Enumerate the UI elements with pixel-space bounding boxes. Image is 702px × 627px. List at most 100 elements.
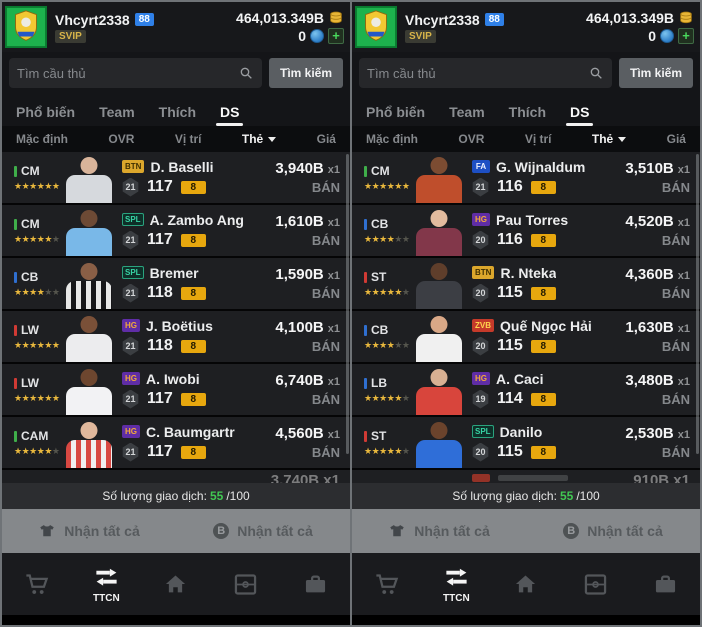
nav-shop[interactable] (359, 571, 415, 598)
filter-ovr[interactable]: OVR (458, 132, 485, 146)
position-color-bar (364, 377, 367, 389)
price-value: 3,510B (625, 160, 674, 177)
card-type-badge: HG (472, 372, 490, 385)
add-currency-button[interactable]: + (678, 28, 694, 44)
filter-position[interactable]: Vị trí (524, 132, 552, 146)
scrollbar-thumb[interactable] (346, 154, 349, 454)
player-info: HG Pau Torres 20 116 8 (466, 205, 604, 256)
player-name: A. Zambo Ang (149, 211, 244, 228)
receive-all-bp-button[interactable]: B Nhận tất cả (526, 509, 700, 553)
player-info: FA G. Wijnaldum 21 116 8 (466, 152, 604, 203)
search-box[interactable] (9, 58, 262, 88)
sale-status-label: BÁN (661, 233, 690, 248)
nav-home[interactable] (148, 571, 204, 598)
receive-buttons-bar: Nhận tất cả B Nhận tất cả (2, 509, 350, 553)
sale-status-label: BÁN (661, 180, 690, 195)
player-row[interactable]: CB ★★★★★★ ZVB Quế Ngọc Hải 20 115 8 1,63… (352, 311, 700, 362)
player-row[interactable]: ST ★★★★★★ SPL Danilo 20 115 8 2,530B x1 (352, 417, 700, 468)
player-photo-head (430, 422, 448, 439)
salary-badge: 8 (180, 445, 206, 459)
tab-team[interactable]: Team (449, 104, 485, 120)
player-row[interactable]: CM ★★★★★★ BTN D. Baselli 21 117 8 3,940B… (2, 152, 350, 203)
star-rating: ★★★★★★ (14, 446, 60, 456)
quantity-label: x1 (677, 270, 690, 282)
card-type-badge: BTN (122, 160, 145, 173)
nav-home[interactable] (498, 571, 554, 598)
player-row-partial[interactable]: 910B x1 (352, 470, 700, 483)
player-row[interactable]: CM ★★★★★★ FA G. Wijnaldum 21 116 8 3,510… (352, 152, 700, 203)
nav-squad[interactable] (218, 571, 274, 598)
category-tabs: Phổ biến Team Thích DS (352, 94, 700, 126)
salary-badge: 8 (530, 180, 556, 194)
bottom-nav: TTCN (352, 553, 700, 615)
player-row[interactable]: CAM ★★★★★★ HG C. Baumgartr 21 117 8 4,56… (2, 417, 350, 468)
nav-shop[interactable] (9, 571, 65, 598)
sale-status-label: BÁN (311, 392, 340, 407)
player-row[interactable]: CB ★★★★★★ SPL Bremer 21 118 8 1,590B x1 (2, 258, 350, 309)
filter-price[interactable]: Giá (666, 132, 686, 146)
blue-coin-icon (660, 29, 674, 43)
market-panel: Vhcyrt2338 88 SVIP 464,013.349B (352, 2, 700, 625)
tab-popular[interactable]: Phổ biến (16, 104, 76, 120)
search-input[interactable] (17, 65, 238, 81)
player-row[interactable]: CB ★★★★★★ HG Pau Torres 20 116 8 4,520B … (352, 205, 700, 256)
nav-squad[interactable] (568, 571, 624, 598)
tab-liked[interactable]: Thích (508, 104, 547, 120)
player-row[interactable]: CM ★★★★★★ SPL A. Zambo Ang 21 117 8 1,61… (2, 205, 350, 256)
search-box[interactable] (359, 58, 612, 88)
receive-all-bp-button[interactable]: B Nhận tất cả (176, 509, 350, 553)
star-rating: ★★★★★★ (364, 181, 410, 191)
position-column: CB ★★★★★★ (352, 205, 412, 256)
tab-ds[interactable]: DS (215, 104, 245, 126)
tab-ds[interactable]: DS (565, 104, 595, 126)
card-type-badge: HG (122, 319, 140, 332)
filter-ovr[interactable]: OVR (108, 132, 135, 146)
search-button[interactable]: Tìm kiếm (269, 58, 343, 88)
salary-badge: 8 (180, 233, 206, 247)
club-crest-icon[interactable] (355, 6, 397, 48)
pitch-icon (584, 573, 607, 595)
scrollbar-thumb[interactable] (696, 154, 699, 454)
club-crest-icon[interactable] (5, 6, 47, 48)
filter-position[interactable]: Vị trí (174, 132, 202, 146)
price-value: 4,100B (275, 319, 324, 336)
player-row[interactable]: ST ★★★★★★ BTN R. Nteka 20 115 8 4,360B x… (352, 258, 700, 309)
filter-price[interactable]: Giá (316, 132, 336, 146)
receive-all-players-button[interactable]: Nhận tất cả (352, 509, 526, 553)
card-type-badge: BTN (472, 266, 495, 279)
nav-ttcn-transfer-market[interactable]: TTCN (428, 564, 484, 604)
star-rating: ★★★★★★ (364, 340, 410, 350)
sort-filter-row: Mặc định OVR Vị trí Thẻ Giá (352, 126, 700, 152)
receive-all-players-button[interactable]: Nhận tất cả (2, 509, 176, 553)
add-currency-button[interactable]: + (328, 28, 344, 44)
search-input[interactable] (367, 65, 588, 81)
player-row[interactable]: LW ★★★★★★ HG A. Iwobi 21 117 8 6,740B x1 (2, 364, 350, 415)
position-label: CM (21, 217, 40, 231)
nav-inventory[interactable] (287, 571, 343, 598)
quantity-label: x1 (327, 376, 340, 388)
player-row[interactable]: LW ★★★★★★ HG J. Boëtius 21 118 8 4,100B … (2, 311, 350, 362)
tab-popular[interactable]: Phổ biến (366, 104, 426, 120)
star-rating: ★★★★★★ (14, 393, 60, 403)
nav-inventory[interactable] (637, 571, 693, 598)
tab-liked[interactable]: Thích (158, 104, 197, 120)
player-row-partial[interactable]: 3,740B x1 (2, 470, 350, 483)
player-photo (62, 364, 116, 415)
position-column: LW ★★★★★★ (2, 364, 62, 415)
price-value: 1,610B (275, 213, 324, 230)
nav-ttcn-transfer-market[interactable]: TTCN (78, 564, 134, 604)
filter-default[interactable]: Mặc định (16, 132, 69, 146)
position-label: CAM (21, 429, 49, 443)
tab-team[interactable]: Team (99, 104, 135, 120)
player-photo-jersey (66, 228, 112, 256)
bp-balance: 464,013.349B (586, 10, 674, 26)
filter-card[interactable]: Thẻ (242, 132, 277, 146)
caret-down-icon (268, 136, 277, 142)
filter-card[interactable]: Thẻ (592, 132, 627, 146)
position-label: CB (21, 270, 39, 284)
player-row[interactable]: LB ★★★★★★ HG A. Caci 19 114 8 3,480B x1 (352, 364, 700, 415)
search-button[interactable]: Tìm kiếm (619, 58, 693, 88)
transfer-arrows-icon (446, 568, 467, 586)
filter-default[interactable]: Mặc định (366, 132, 419, 146)
player-photo (412, 311, 466, 362)
